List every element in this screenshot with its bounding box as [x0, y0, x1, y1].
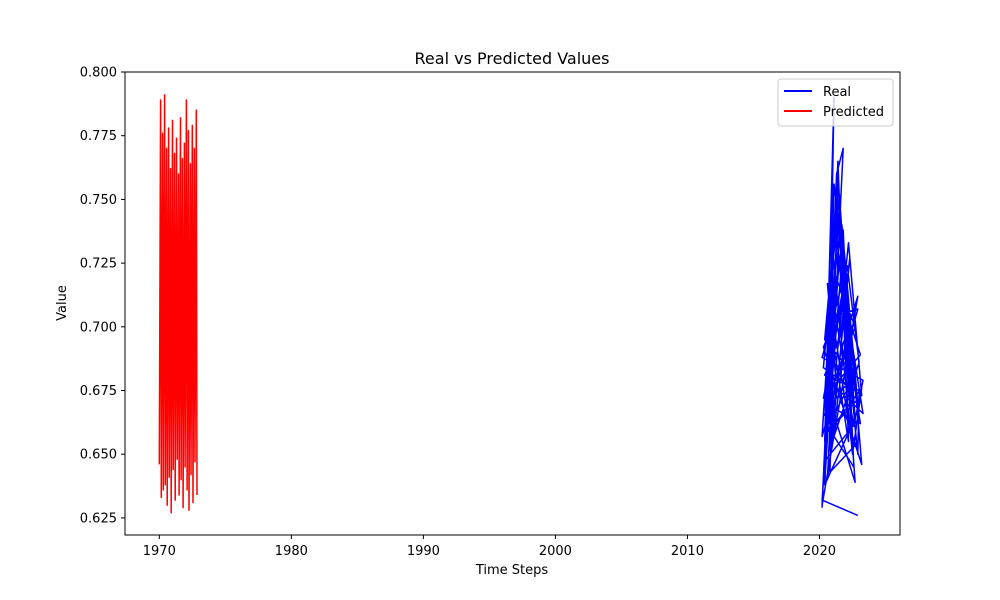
x-tick-label: 1980: [275, 544, 308, 559]
plot-area: [125, 72, 900, 535]
x-tick-label: 2010: [671, 544, 704, 559]
y-tick-label: 0.700: [80, 320, 117, 335]
y-tick-label: 0.750: [80, 193, 117, 208]
legend-real-label: Real: [823, 85, 851, 100]
x-axis: 1970 1980 1990 2000 2010 2020: [143, 535, 836, 559]
x-tick-label: 1970: [143, 544, 176, 559]
x-tick-label: 2020: [803, 544, 836, 559]
legend: Real Predicted: [777, 78, 894, 127]
y-tick-label: 0.675: [80, 384, 117, 399]
y-tick-label: 0.800: [80, 66, 117, 81]
series-line-real: [821, 96, 864, 517]
y-tick-label: 0.725: [80, 257, 117, 272]
series-line-predicted: [158, 94, 198, 514]
y-axis: 0.625 0.650 0.675 0.700 0.725 0.750 0.775 0.800: [80, 66, 125, 526]
y-tick-label: 0.625: [80, 511, 117, 526]
plot-frame: [124, 71, 901, 536]
x-axis-label: Time Steps: [475, 563, 549, 578]
x-tick-label: 1990: [407, 544, 440, 559]
legend-predicted-label: Predicted: [823, 105, 884, 120]
chart-title: Real vs Predicted Values: [415, 49, 610, 68]
y-tick-label: 0.650: [80, 448, 117, 463]
y-tick-label: 0.775: [80, 129, 117, 144]
y-axis-label: Value: [55, 285, 70, 321]
series-layer: [158, 94, 864, 517]
x-tick-label: 2000: [539, 544, 572, 559]
